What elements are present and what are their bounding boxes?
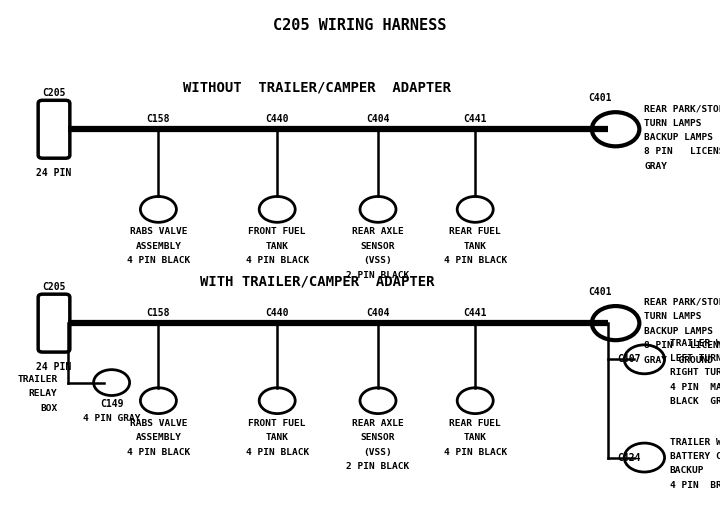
Text: C440: C440: [266, 308, 289, 318]
Text: 4 PIN BLACK: 4 PIN BLACK: [444, 448, 507, 457]
Text: C401: C401: [588, 94, 612, 103]
FancyBboxPatch shape: [38, 100, 70, 158]
Text: C158: C158: [147, 308, 170, 318]
Text: REAR AXLE: REAR AXLE: [352, 419, 404, 428]
Text: 2 PIN BLACK: 2 PIN BLACK: [346, 271, 410, 280]
Text: (VSS): (VSS): [364, 256, 392, 265]
Text: C158: C158: [147, 114, 170, 124]
Circle shape: [360, 388, 396, 414]
Text: BACKUP: BACKUP: [670, 466, 704, 476]
Text: C401: C401: [588, 287, 612, 297]
Text: REAR PARK/STOP: REAR PARK/STOP: [644, 104, 720, 113]
Text: 8 PIN   LICENSE LAMPS: 8 PIN LICENSE LAMPS: [644, 341, 720, 351]
Text: RABS VALVE: RABS VALVE: [130, 419, 187, 428]
Text: WITHOUT  TRAILER/CAMPER  ADAPTER: WITHOUT TRAILER/CAMPER ADAPTER: [183, 81, 451, 95]
Text: REAR PARK/STOP: REAR PARK/STOP: [644, 298, 720, 307]
Text: C424: C424: [617, 453, 641, 463]
Text: LEFT TURN: LEFT TURN: [670, 354, 720, 363]
Text: BATTERY CHARGE: BATTERY CHARGE: [670, 452, 720, 461]
Text: BACKUP LAMPS: BACKUP LAMPS: [644, 133, 714, 142]
Circle shape: [592, 112, 639, 146]
Circle shape: [624, 443, 665, 472]
Text: TANK: TANK: [266, 242, 289, 251]
Text: C205: C205: [42, 282, 66, 292]
Text: BOX: BOX: [40, 404, 58, 413]
Text: C407: C407: [617, 355, 641, 364]
Text: 24 PIN: 24 PIN: [37, 168, 71, 178]
FancyBboxPatch shape: [38, 294, 70, 352]
Text: C404: C404: [366, 308, 390, 318]
Text: TURN LAMPS: TURN LAMPS: [644, 118, 702, 128]
Text: (VSS): (VSS): [364, 448, 392, 457]
Circle shape: [259, 196, 295, 222]
Text: SENSOR: SENSOR: [361, 242, 395, 251]
Circle shape: [259, 388, 295, 414]
Text: RABS VALVE: RABS VALVE: [130, 227, 187, 236]
Text: 4 PIN BLACK: 4 PIN BLACK: [127, 448, 190, 457]
Text: TRAILER WIRES: TRAILER WIRES: [670, 339, 720, 348]
Text: 4 PIN BLACK: 4 PIN BLACK: [246, 448, 309, 457]
Text: 4 PIN GRAY: 4 PIN GRAY: [83, 414, 140, 422]
Text: C149: C149: [100, 399, 123, 409]
Text: C404: C404: [366, 114, 390, 124]
Circle shape: [457, 196, 493, 222]
Text: C440: C440: [266, 114, 289, 124]
Text: 2 PIN BLACK: 2 PIN BLACK: [346, 462, 410, 471]
Circle shape: [592, 306, 639, 340]
Circle shape: [140, 196, 176, 222]
Text: REAR FUEL: REAR FUEL: [449, 419, 501, 428]
Text: TANK: TANK: [266, 433, 289, 442]
Text: C205: C205: [42, 88, 66, 98]
Text: BACKUP LAMPS: BACKUP LAMPS: [644, 327, 714, 336]
Text: BLACK  GROUND: BLACK GROUND: [670, 397, 720, 406]
Text: REAR AXLE: REAR AXLE: [352, 227, 404, 236]
Text: SENSOR: SENSOR: [361, 433, 395, 442]
Text: WITH TRAILER/CAMPER  ADAPTER: WITH TRAILER/CAMPER ADAPTER: [199, 275, 434, 289]
Circle shape: [94, 370, 130, 396]
Text: ASSEMBLY: ASSEMBLY: [135, 433, 181, 442]
Text: 4 PIN BLACK: 4 PIN BLACK: [444, 256, 507, 265]
Circle shape: [457, 388, 493, 414]
Text: GRAY: GRAY: [644, 162, 667, 171]
Text: FRONT FUEL: FRONT FUEL: [248, 227, 306, 236]
Text: RELAY: RELAY: [29, 389, 58, 398]
Text: C441: C441: [464, 308, 487, 318]
Text: RIGHT TURN: RIGHT TURN: [670, 368, 720, 377]
Circle shape: [360, 196, 396, 222]
Circle shape: [140, 388, 176, 414]
Text: TRAILER: TRAILER: [17, 375, 58, 384]
Text: TRAILER WIRES: TRAILER WIRES: [670, 437, 720, 447]
Text: 4 PIN BLACK: 4 PIN BLACK: [246, 256, 309, 265]
Text: FRONT FUEL: FRONT FUEL: [248, 419, 306, 428]
Text: TANK: TANK: [464, 433, 487, 442]
Text: 8 PIN   LICENSE LAMPS: 8 PIN LICENSE LAMPS: [644, 147, 720, 157]
Text: ASSEMBLY: ASSEMBLY: [135, 242, 181, 251]
Text: TURN LAMPS: TURN LAMPS: [644, 312, 702, 322]
Circle shape: [624, 345, 665, 374]
Text: 4 PIN  MARKER: 4 PIN MARKER: [670, 383, 720, 392]
Text: 4 PIN  BRAKES: 4 PIN BRAKES: [670, 481, 720, 490]
Text: REAR FUEL: REAR FUEL: [449, 227, 501, 236]
Text: C441: C441: [464, 114, 487, 124]
Text: 4 PIN BLACK: 4 PIN BLACK: [127, 256, 190, 265]
Text: 24 PIN: 24 PIN: [37, 362, 71, 372]
Text: GRAY  GROUND: GRAY GROUND: [644, 356, 714, 365]
Text: C205 WIRING HARNESS: C205 WIRING HARNESS: [274, 18, 446, 33]
Text: TANK: TANK: [464, 242, 487, 251]
